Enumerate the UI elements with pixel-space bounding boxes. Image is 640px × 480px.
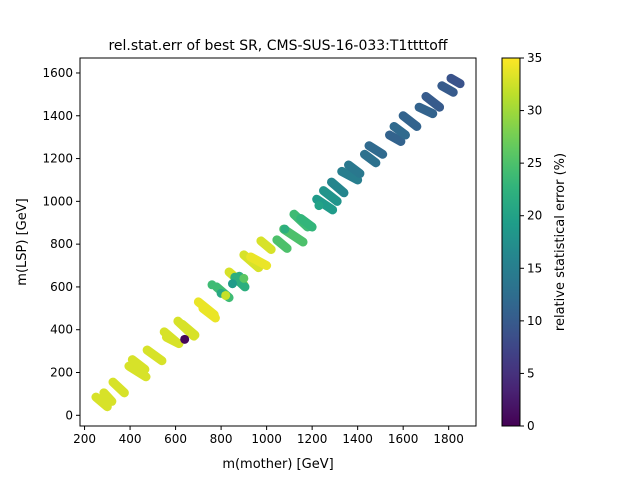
x-tick-label: 1400 xyxy=(342,432,373,446)
scatter-point xyxy=(239,273,249,283)
y-axis-ticks: 0 200 400 600 800 1000 1200 1400 1600 xyxy=(42,66,80,422)
colorbar-label: relative statistical error (%) xyxy=(553,153,568,331)
colorbar-tick-label: 35 xyxy=(527,51,542,65)
scatter-point-run xyxy=(108,377,129,398)
x-tick-label: 1200 xyxy=(297,432,328,446)
scatter-point-run xyxy=(161,332,184,349)
scatter-point-run xyxy=(337,166,363,185)
scatter-point xyxy=(180,334,190,344)
colorbar-tick-label: 10 xyxy=(527,314,542,328)
y-tick-label: 0 xyxy=(65,408,73,422)
x-tick-label: 1800 xyxy=(433,432,464,446)
scatter-point-run xyxy=(359,149,381,168)
colorbar-ticks: 0 5 10 15 20 25 30 35 xyxy=(520,51,542,433)
x-tick-label: 400 xyxy=(119,432,142,446)
y-tick-label: 1600 xyxy=(42,66,73,80)
x-axis-ticks: 200 400 600 800 1000 1200 1400 1600 1800 xyxy=(73,426,464,446)
scatter-point-run xyxy=(177,319,200,340)
y-tick-label: 400 xyxy=(50,323,73,337)
x-tick-label: 1000 xyxy=(251,432,282,446)
y-tick-label: 1000 xyxy=(42,194,73,208)
scatter-point xyxy=(227,279,237,289)
x-tick-label: 1600 xyxy=(388,432,419,446)
scatter-point-run xyxy=(124,361,151,382)
scatter-point-run xyxy=(319,186,342,206)
plot-area-frame xyxy=(79,57,477,427)
scatter-point-run xyxy=(389,121,410,140)
scatter-markers xyxy=(91,73,465,412)
colorbar-tick-label: 25 xyxy=(527,156,542,170)
y-axis-label: m(LSP) [GeV] xyxy=(15,198,30,285)
x-tick-label: 800 xyxy=(210,432,233,446)
scatter-point-run xyxy=(272,235,292,253)
scatter-point-run xyxy=(414,102,438,119)
y-tick-label: 1200 xyxy=(42,152,73,166)
scatter-point-run xyxy=(256,236,276,254)
scatter-point xyxy=(314,201,324,211)
x-axis-label: m(mother) [GeV] xyxy=(222,457,333,472)
scatter-point-run xyxy=(296,213,317,232)
colorbar-tick-label: 15 xyxy=(527,261,542,275)
colorbar-tick-label: 5 xyxy=(527,366,535,380)
scatter-point-run xyxy=(312,194,338,215)
scatter-point-run xyxy=(198,303,220,323)
scatter-point-run xyxy=(246,252,272,271)
colorbar-tick-label: 30 xyxy=(527,104,542,118)
scatter-point-run xyxy=(364,141,388,159)
scatter-point-run xyxy=(344,160,365,179)
scatter-point xyxy=(221,290,231,300)
y-tick-label: 200 xyxy=(50,366,73,380)
colorbar-tick-label: 20 xyxy=(527,209,542,223)
scatter-point-run xyxy=(91,392,112,412)
y-tick-label: 800 xyxy=(50,237,73,251)
scatter-point-run xyxy=(385,130,406,146)
chart-title: rel.stat.err of best SR, CMS-SUS-16-033:… xyxy=(108,38,447,54)
x-tick-label: 200 xyxy=(73,432,96,446)
scatter-point-run xyxy=(421,92,445,112)
colorbar xyxy=(501,57,521,427)
scatter-point xyxy=(207,280,217,290)
scatter-point-run xyxy=(127,355,150,374)
y-tick-label: 600 xyxy=(50,280,73,294)
scatter-point-run xyxy=(437,81,458,97)
scatter-point-run xyxy=(99,388,117,406)
colorbar-tick-label: 0 xyxy=(527,419,535,433)
x-tick-label: 600 xyxy=(164,432,187,446)
scatter-point-run xyxy=(446,73,465,89)
scatter-point-run xyxy=(398,111,422,131)
scatter-point-run xyxy=(326,177,349,198)
scatter-point-run xyxy=(142,345,167,366)
y-tick-label: 1400 xyxy=(42,109,73,123)
scatter-point xyxy=(280,224,290,234)
